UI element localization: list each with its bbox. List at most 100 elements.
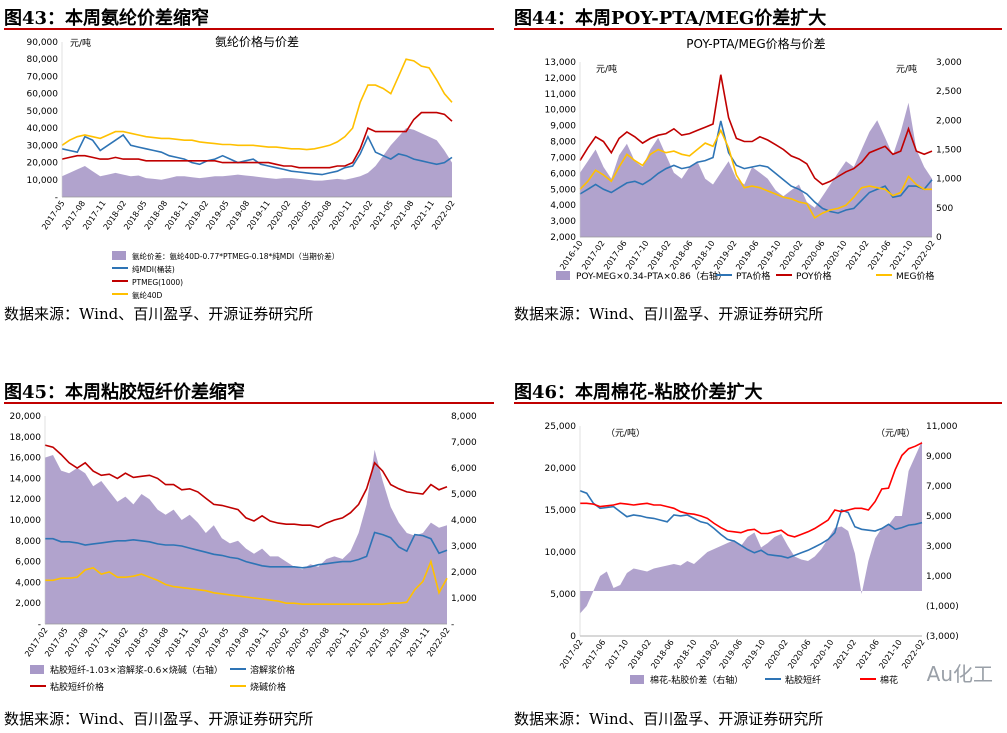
y-tick-label-right: 8,000 bbox=[451, 412, 477, 422]
legend-label: 氨纶40D bbox=[132, 290, 163, 300]
legend-swatch bbox=[112, 251, 126, 260]
y-tick-label-left: 2,000 bbox=[15, 599, 41, 609]
legend-label: PTMEG(1000) bbox=[132, 278, 183, 287]
y-tick-label-left: 40,000 bbox=[27, 124, 59, 134]
y-tick-label-right: 1,500 bbox=[936, 146, 962, 156]
y-tick-label-right: 500 bbox=[936, 204, 953, 214]
y-tick-label-left: 5,000 bbox=[550, 590, 576, 600]
y-tick-label-left: 20,000 bbox=[27, 159, 59, 169]
legend-label: 粘胶短纤价格 bbox=[50, 681, 104, 693]
y-tick-label-left: 25,000 bbox=[545, 422, 577, 432]
y-tick-label-right: 2,000 bbox=[451, 568, 477, 578]
y-tick-label-left: 16,000 bbox=[10, 454, 42, 464]
watermark: Au化工 bbox=[926, 662, 993, 686]
y-tick-label-left: 6,000 bbox=[550, 169, 576, 179]
y-tick-label-left: 70,000 bbox=[27, 72, 59, 82]
area-series bbox=[580, 102, 932, 237]
y-tick-label-left: - bbox=[55, 193, 58, 203]
line-series bbox=[579, 489, 923, 559]
line-series bbox=[61, 111, 453, 169]
line-series bbox=[44, 444, 448, 529]
y-tick-label-left: 9,000 bbox=[550, 122, 576, 132]
y-tick-label-right: 3,000 bbox=[451, 542, 477, 552]
y-tick-label-left: 18,000 bbox=[10, 433, 42, 443]
y-tick-label-left: 80,000 bbox=[27, 55, 59, 65]
y-tick-label-right: 3,000 bbox=[926, 542, 952, 552]
y-tick-label-left: 90,000 bbox=[27, 38, 59, 48]
legend-label: 粘胶短纤 bbox=[785, 674, 821, 686]
unit-left-label: （元/吨） bbox=[606, 427, 645, 439]
y-tick-label-left: 12,000 bbox=[10, 495, 42, 505]
y-tick-label-right: 2,000 bbox=[936, 116, 962, 126]
title-rule bbox=[4, 28, 494, 30]
legend-label: 烧碱价格 bbox=[250, 681, 286, 693]
legend-label: MEG价格 bbox=[896, 270, 934, 282]
legend-swatch bbox=[630, 675, 644, 684]
y-tick-label-right: 1,000 bbox=[926, 572, 952, 582]
y-tick-label-right: 5,000 bbox=[926, 512, 952, 522]
figure-title-44: 图44：本周POY-PTA/MEG价差扩大 bbox=[514, 8, 827, 29]
unit-left-label: 元/吨 bbox=[70, 37, 91, 49]
line-series bbox=[579, 120, 933, 214]
legend-swatch bbox=[556, 271, 570, 280]
area-series bbox=[45, 449, 447, 624]
data-source: 数据来源：Wind、百川盈孚、开源证券研究所 bbox=[4, 305, 314, 323]
chart-title: 氨纶价格与价差 bbox=[215, 34, 299, 49]
y-tick-label-right: 1,000 bbox=[451, 594, 477, 604]
line-series bbox=[579, 128, 932, 220]
y-tick-label-left: 50,000 bbox=[27, 107, 59, 117]
y-tick-label-left: 6,000 bbox=[15, 558, 41, 568]
chart-viscose: - 2,000 4,000 6,000 8,000 10,000 12,000 14,000 1… bbox=[10, 412, 478, 693]
y-tick-label-right: (1,000) bbox=[926, 602, 959, 612]
y-tick-label-left: 10,000 bbox=[27, 176, 59, 186]
title-rule bbox=[514, 28, 1002, 30]
legend-label: 氨纶价差：氨纶40D-0.77*PTMEG-0.18*纯MDI（当期价差） bbox=[132, 251, 339, 261]
y-tick-label-left: 8,000 bbox=[550, 138, 576, 148]
line-series bbox=[580, 442, 923, 538]
y-tick-label-left: 14,000 bbox=[10, 474, 42, 484]
legend-swatch bbox=[30, 665, 44, 674]
data-source: 数据来源：Wind、百川盈孚、开源证券研究所 bbox=[514, 710, 824, 728]
x-tick-label: 2022-02 bbox=[900, 638, 927, 671]
legend-label: POY-MEG×0.34-PTA×0.86（右轴） bbox=[576, 270, 727, 282]
area-series bbox=[580, 441, 922, 614]
unit-right-label: 元/吨 bbox=[896, 63, 917, 75]
legend-label: POY价格 bbox=[796, 270, 832, 282]
y-tick-label-left: 13,000 bbox=[545, 58, 577, 68]
legend-label: PTA价格 bbox=[736, 270, 770, 282]
y-tick-label-left: 0 bbox=[570, 632, 576, 642]
y-tick-label-left: 10,000 bbox=[545, 548, 577, 558]
line-series bbox=[579, 74, 933, 186]
y-tick-label-left: 3,000 bbox=[550, 217, 576, 227]
y-tick-label-right: 5,000 bbox=[451, 490, 477, 500]
y-tick-label-left: 4,000 bbox=[15, 578, 41, 588]
chart-cotton-viscose: （元/吨） （元/吨） 0 5,000 10,000 15,000 20,000 25,000… bbox=[545, 422, 959, 686]
legend-label: 粘胶短纤-1.03×溶解浆-0.6×烧碱（右轴） bbox=[50, 664, 223, 676]
data-source: 数据来源：Wind、百川盈孚、开源证券研究所 bbox=[514, 305, 824, 323]
y-tick-label-right: 7,000 bbox=[451, 438, 477, 448]
y-tick-label-left: 12,000 bbox=[545, 74, 577, 84]
y-tick-label-left: 8,000 bbox=[15, 537, 41, 547]
line-series bbox=[45, 559, 448, 605]
legend-label: 溶解浆价格 bbox=[250, 664, 295, 676]
y-tick-label-left: 60,000 bbox=[27, 90, 59, 100]
y-tick-label-left: 15,000 bbox=[545, 506, 577, 516]
y-tick-label-left: 10,000 bbox=[545, 106, 577, 116]
y-tick-label-right: 9,000 bbox=[926, 452, 952, 462]
title-rule bbox=[514, 402, 1002, 404]
data-source: 数据来源：Wind、百川盈孚、开源证券研究所 bbox=[4, 710, 314, 728]
y-tick-label-right: 11,000 bbox=[926, 422, 958, 432]
unit-right-label: （元/吨） bbox=[876, 427, 915, 439]
y-tick-label-left: 7,000 bbox=[550, 153, 576, 163]
y-tick-label-right: 3,000 bbox=[936, 58, 962, 68]
area-series bbox=[62, 128, 452, 197]
y-tick-label-right: - bbox=[451, 620, 454, 630]
legend-label: 棉花-粘胶价差（右轴） bbox=[650, 674, 743, 686]
y-tick-label-right: 7,000 bbox=[926, 482, 952, 492]
line-series bbox=[61, 133, 453, 176]
y-tick-label-left: 20,000 bbox=[10, 412, 42, 422]
figure-title-45: 图45：本周粘胶短纤价差缩窄 bbox=[4, 382, 246, 403]
y-tick-label-right: 1,000 bbox=[936, 175, 962, 185]
chart-title: POY-PTA/MEG价格与价差 bbox=[686, 36, 825, 51]
